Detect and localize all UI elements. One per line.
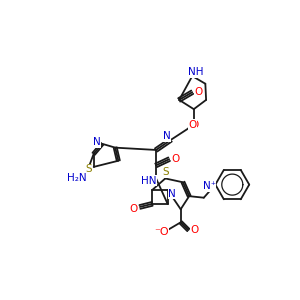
- Text: O: O: [194, 87, 202, 97]
- Text: NH: NH: [188, 67, 204, 77]
- Text: N: N: [93, 137, 100, 147]
- Text: O: O: [190, 225, 199, 235]
- Text: H₂N: H₂N: [67, 173, 87, 184]
- Text: N: N: [168, 189, 176, 199]
- Text: O: O: [188, 119, 196, 130]
- Text: ⁻O: ⁻O: [154, 226, 169, 237]
- Text: O: O: [171, 154, 179, 164]
- Text: S: S: [85, 164, 92, 174]
- Text: S: S: [163, 167, 169, 177]
- Text: O: O: [130, 204, 138, 214]
- Text: HN: HN: [141, 176, 156, 186]
- Text: O: O: [190, 119, 199, 130]
- Text: N⁺: N⁺: [202, 181, 216, 191]
- Text: N: N: [163, 131, 171, 141]
